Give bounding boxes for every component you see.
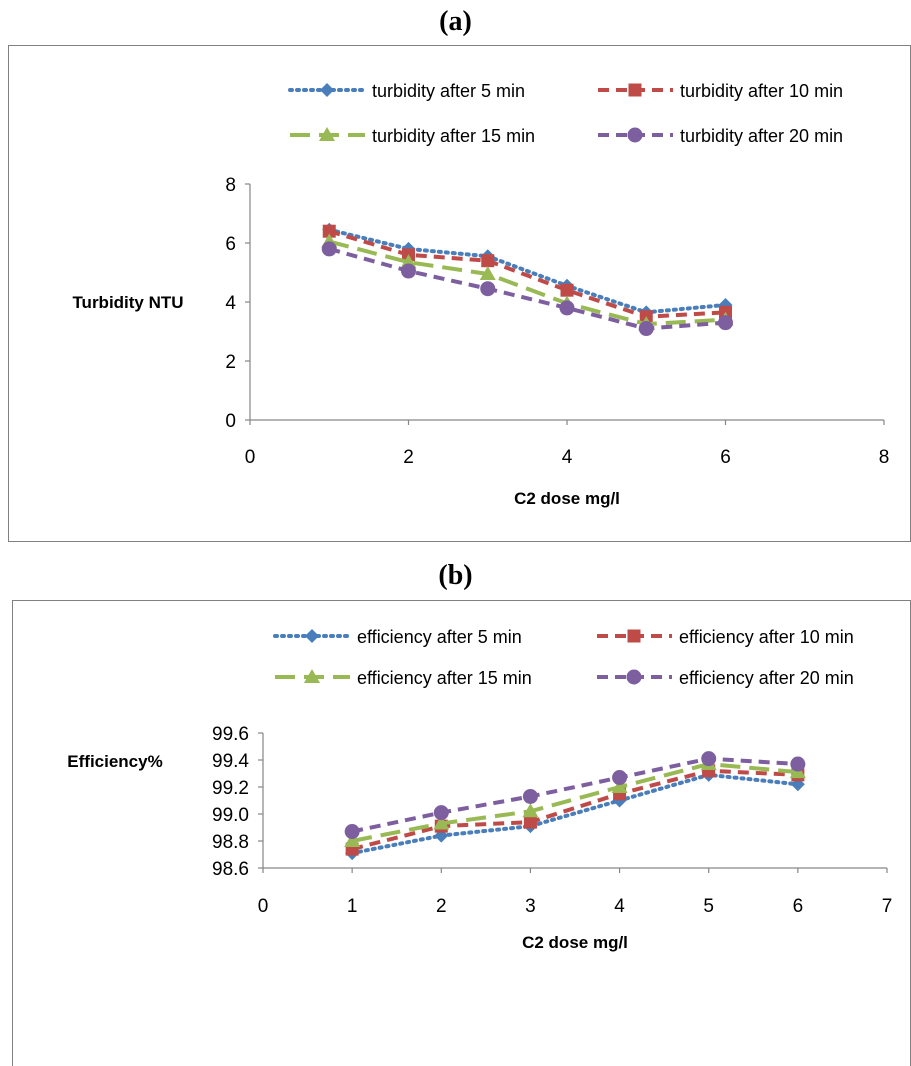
chart-a-x-tick-label: 4	[562, 447, 573, 468]
chart-b-y-tick-label: 98.8	[212, 832, 249, 853]
chart-a-series-2-point	[481, 254, 495, 268]
chart-b-x-tick-label: 4	[614, 896, 625, 917]
chart-b-series-3-line	[351, 762, 799, 843]
chart-b-series-4-point	[522, 788, 538, 804]
chart-b-series-4-point	[344, 824, 360, 840]
chart-b-legend-label-4: efficiency after 20 min	[679, 668, 854, 688]
chart-a-y-tick-label: 0	[225, 411, 236, 432]
chart-a-x-tick-label: 2	[403, 447, 414, 468]
chart-b-series-4-point	[612, 770, 628, 786]
chart-a-series-4-point	[559, 300, 575, 316]
chart-b-x-tick-label: 7	[882, 896, 893, 917]
chart-a-legend-marker-2	[628, 83, 642, 97]
chart-b-x-tick-label: 5	[703, 896, 714, 917]
chart-b-series-4-point	[701, 751, 717, 767]
chart-b-legend-label-3: efficiency after 15 min	[357, 668, 532, 688]
chart-b-x-tick-label: 0	[258, 896, 269, 917]
chart-b-x-axis-title: C2 dose mg/l	[522, 933, 628, 952]
chart-b-series-4-line	[351, 756, 798, 834]
chart-b-legend-label-1: efficiency after 5 min	[357, 627, 522, 647]
chart-a-series-2-point	[322, 224, 336, 238]
chart-a-legend-marker-1	[320, 83, 334, 97]
chart-a-x-tick-label: 6	[720, 447, 731, 468]
chart-a-legend-marker-3	[319, 127, 335, 141]
panel-b-title: (b)	[438, 560, 473, 591]
chart-a-series-3-point	[400, 254, 417, 269]
chart-b-y-axis-title: Efficiency%	[67, 752, 162, 771]
chart-b-legend-marker-1	[305, 629, 319, 643]
chart-a-series-2-point	[560, 283, 574, 297]
chart-b-series-2-line	[351, 768, 798, 852]
chart-b-series-3-point	[611, 779, 628, 793]
chart-a-series-2-line	[328, 229, 726, 319]
chart-b-legend-marker-3	[304, 669, 320, 683]
chart-b-series-3-point	[522, 803, 539, 818]
chart-b-series-1-line	[350, 772, 800, 856]
chart-a-series-4-point	[401, 263, 416, 279]
chart-b-x-tick-label: 3	[525, 896, 536, 917]
chart-a-series-4-line	[328, 246, 726, 331]
chart-a-series-1-line	[327, 227, 728, 315]
chart-b-series-4-point	[790, 756, 806, 772]
chart-b-legend-marker-4	[626, 669, 642, 685]
chart-a-legend-marker-4	[627, 127, 643, 143]
chart-a-frame	[8, 45, 911, 542]
chart-b-legend-label-2: efficiency after 10 min	[679, 627, 854, 647]
chart-a-series-4-point	[638, 321, 654, 337]
chart-b-x-tick-label: 2	[436, 896, 447, 917]
chart-b-legend-marker-2	[627, 629, 641, 643]
chart-a-y-axis-title: Turbidity NTU	[72, 293, 183, 312]
chart-b-y-tick-label: 99.4	[212, 751, 249, 772]
chart-a-series-4-point	[321, 241, 337, 257]
chart-b-series-2-point	[523, 815, 537, 829]
chart-b-series-3-point	[344, 833, 361, 847]
chart-b-y-tick-label: 99.6	[212, 724, 249, 745]
chart-b-series-3-point	[433, 815, 450, 830]
chart-a-x-tick-label: 8	[879, 447, 890, 468]
chart-a-legend-label-1: turbidity after 5 min	[372, 81, 525, 101]
chart-a-series-4-point	[718, 315, 733, 331]
chart-a-legend-label-2: turbidity after 10 min	[680, 81, 843, 101]
chart-a-legend-label-3: turbidity after 15 min	[372, 126, 535, 146]
chart-a-legend-label-4: turbidity after 20 min	[680, 126, 843, 146]
chart-b-series-4-point	[433, 805, 449, 821]
chart-b-y-tick-label: 98.6	[212, 859, 249, 880]
chart-a-y-tick-label: 4	[225, 293, 236, 314]
chart-a-y-tick-label: 8	[225, 175, 236, 196]
chart-a-y-tick-label: 6	[225, 234, 236, 255]
chart-a-series-3-point	[479, 265, 496, 280]
panel-a-title: (a)	[439, 6, 472, 37]
chart-b-y-tick-label: 99.2	[212, 778, 249, 799]
chart-a-x-tick-label: 0	[245, 447, 256, 468]
chart-a-series-3-line	[328, 239, 726, 327]
chart-a-y-tick-label: 2	[225, 352, 236, 373]
chart-a-series-4-point	[480, 281, 496, 297]
chart-b-x-tick-label: 1	[347, 896, 358, 917]
chart-a-x-axis-title: C2 dose mg/l	[514, 489, 620, 508]
chart-b-x-tick-label: 6	[793, 896, 804, 917]
chart-b-y-tick-label: 99.0	[212, 805, 249, 826]
